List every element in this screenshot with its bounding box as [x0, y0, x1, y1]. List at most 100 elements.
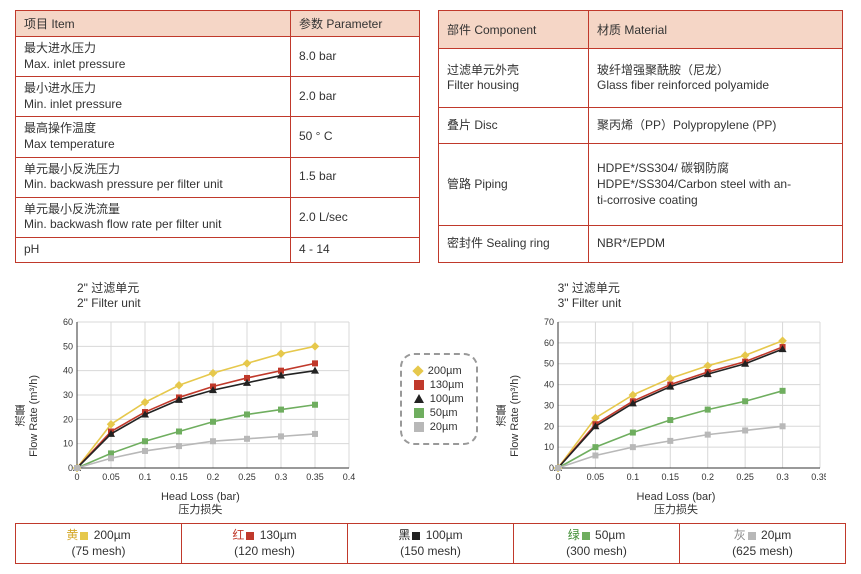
- legend-marker-icon: [414, 380, 424, 390]
- svg-text:0.2: 0.2: [701, 472, 714, 482]
- table-row: 单元最小反洗压力Min. backwash pressure per filte…: [16, 157, 420, 197]
- chart-left-ylabel: 流量 Flow Rate (m³/h): [15, 375, 41, 457]
- table-cell: 叠片 Disc: [439, 108, 589, 144]
- chart-right-ylabel: 流量 Flow Rate (m³/h): [496, 375, 522, 457]
- color-legend-cell: 灰 20µm(625 mesh): [680, 524, 845, 563]
- table-cell: NBR*/EPDM: [589, 226, 843, 262]
- table-cell: 密封件 Sealing ring: [439, 226, 589, 262]
- chart-left-title-en: 2" Filter unit: [77, 296, 141, 310]
- table-cell: 2.0 bar: [291, 77, 420, 117]
- table-header: 项目 Item: [16, 11, 291, 37]
- svg-text:0.05: 0.05: [103, 472, 121, 482]
- svg-text:10: 10: [63, 438, 73, 448]
- svg-text:30: 30: [544, 400, 554, 410]
- top-tables: 项目 Item参数 Parameter最大进水压力Max. inlet pres…: [15, 10, 846, 263]
- svg-text:0.35: 0.35: [307, 472, 325, 482]
- legend-item: 20µm: [414, 421, 464, 433]
- table-cell: 聚丙烯（PP）Polypropylene (PP): [589, 108, 843, 144]
- svg-text:0.2: 0.2: [207, 472, 220, 482]
- table-header: 参数 Parameter: [291, 11, 420, 37]
- table-cell: 过滤单元外壳Filter housing: [439, 49, 589, 108]
- table-cell: 管路 Piping: [439, 144, 589, 226]
- table-cell: 8.0 bar: [291, 37, 420, 77]
- table-row: 密封件 Sealing ringNBR*/EPDM: [439, 226, 843, 262]
- svg-text:30: 30: [63, 390, 73, 400]
- svg-text:0.25: 0.25: [736, 472, 754, 482]
- svg-text:0.25: 0.25: [239, 472, 257, 482]
- legend-item: 100µm: [414, 393, 464, 405]
- chart-left-svg: 010203040506000.050.10.150.20.250.30.350…: [45, 316, 355, 486]
- svg-text:0: 0: [75, 472, 80, 482]
- table-cell: 最高操作温度Max temperature: [16, 117, 291, 157]
- table-cell: 单元最小反洗流量Min. backwash flow rate per filt…: [16, 197, 291, 237]
- table-row: pH4 - 14: [16, 237, 420, 262]
- table-cell: 玻纤增强聚酰胺（尼龙）Glass fiber reinforced polyam…: [589, 49, 843, 108]
- color-legend-cell: 黄 200µm(75 mesh): [16, 524, 182, 563]
- table-row: 最小进水压力Min. inlet pressure2.0 bar: [16, 77, 420, 117]
- table-cell: HDPE*/SS304/ 碳钢防腐HDPE*/SS304/Carbon stee…: [589, 144, 843, 226]
- parameters-table: 项目 Item参数 Parameter最大进水压力Max. inlet pres…: [15, 10, 420, 263]
- table-row: 管路 PipingHDPE*/SS304/ 碳钢防腐HDPE*/SS304/Ca…: [439, 144, 843, 226]
- color-legend-cell: 绿 50µm(300 mesh): [514, 524, 680, 563]
- svg-text:0.05: 0.05: [587, 472, 605, 482]
- legend-item: 200µm: [414, 365, 464, 377]
- svg-text:0.35: 0.35: [811, 472, 826, 482]
- legend-marker-icon: [412, 365, 423, 376]
- legend-label: 130µm: [430, 379, 464, 391]
- svg-text:0.1: 0.1: [139, 472, 152, 482]
- svg-text:40: 40: [63, 365, 73, 375]
- legend-item: 50µm: [414, 407, 464, 419]
- svg-text:20: 20: [63, 414, 73, 424]
- table-row: 过滤单元外壳Filter housing玻纤增强聚酰胺（尼龙）Glass fib…: [439, 49, 843, 108]
- legend-label: 20µm: [430, 421, 458, 433]
- color-legend-cell: 黑 100µm(150 mesh): [348, 524, 514, 563]
- legend-marker-icon: [414, 408, 424, 418]
- color-legend-table: 黄 200µm(75 mesh)红 130µm(120 mesh)黑 100µm…: [15, 523, 846, 564]
- table-cell: 最大进水压力Max. inlet pressure: [16, 37, 291, 77]
- svg-text:60: 60: [63, 317, 73, 327]
- table-cell: 1.5 bar: [291, 157, 420, 197]
- svg-text:60: 60: [544, 338, 554, 348]
- chart-right-block: 3" 过滤单元 3" Filter unit 流量 Flow Rate (m³/…: [496, 281, 853, 518]
- table-row: 单元最小反洗流量Min. backwash flow rate per filt…: [16, 197, 420, 237]
- materials-table: 部件 Component材质 Material过滤单元外壳Filter hous…: [438, 10, 843, 263]
- table-cell: 4 - 14: [291, 237, 420, 262]
- chart-left-xlabel: Head Loss (bar) 压力损失: [45, 491, 355, 517]
- svg-text:0: 0: [549, 463, 554, 473]
- chart-right-title-en: 3" Filter unit: [558, 296, 622, 310]
- table-row: 叠片 Disc聚丙烯（PP）Polypropylene (PP): [439, 108, 843, 144]
- legend-label: 200µm: [428, 365, 462, 377]
- legend-box: 200µm 130µm 100µm 50µm 20µm: [400, 353, 478, 445]
- svg-text:0.4: 0.4: [343, 472, 355, 482]
- svg-text:0: 0: [68, 463, 73, 473]
- legend-marker-icon: [414, 394, 424, 403]
- svg-text:0.1: 0.1: [627, 472, 640, 482]
- svg-text:0.3: 0.3: [776, 472, 789, 482]
- color-legend-cell: 红 130µm(120 mesh): [182, 524, 348, 563]
- table-cell: 2.0 L/sec: [291, 197, 420, 237]
- svg-text:10: 10: [544, 442, 554, 452]
- table-row: 最高操作温度Max temperature50 ° C: [16, 117, 420, 157]
- chart-right-title: 3" 过滤单元 3" Filter unit: [558, 281, 853, 312]
- svg-text:0.3: 0.3: [275, 472, 288, 482]
- table-cell: 最小进水压力Min. inlet pressure: [16, 77, 291, 117]
- chart-left-title-cn: 2" 过滤单元: [77, 281, 139, 295]
- charts-row: 2" 过滤单元 2" Filter unit 流量 Flow Rate (m³/…: [15, 281, 846, 518]
- table-header: 部件 Component: [439, 11, 589, 49]
- svg-text:50: 50: [544, 358, 554, 368]
- legend-label: 50µm: [430, 407, 458, 419]
- svg-text:50: 50: [63, 341, 73, 351]
- table-row: 最大进水压力Max. inlet pressure8.0 bar: [16, 37, 420, 77]
- svg-text:70: 70: [544, 317, 554, 327]
- svg-text:0.15: 0.15: [662, 472, 680, 482]
- chart-right-xlabel: Head Loss (bar) 压力损失: [526, 491, 826, 517]
- svg-text:40: 40: [544, 379, 554, 389]
- chart-left-block: 2" 过滤单元 2" Filter unit 流量 Flow Rate (m³/…: [15, 281, 382, 518]
- legend-label: 100µm: [430, 393, 464, 405]
- table-header: 材质 Material: [589, 11, 843, 49]
- chart-left-title: 2" 过滤单元 2" Filter unit: [77, 281, 382, 312]
- chart-right-svg: 01020304050607000.050.10.150.20.250.30.3…: [526, 316, 826, 486]
- legend-marker-icon: [414, 422, 424, 432]
- legend-item: 130µm: [414, 379, 464, 391]
- svg-text:20: 20: [544, 421, 554, 431]
